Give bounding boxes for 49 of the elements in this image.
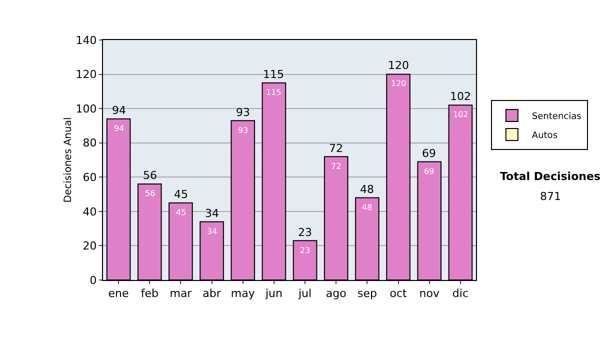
x-tick-label: ene: [108, 287, 130, 300]
text: Total Decisiones: [500, 170, 600, 183]
x-tick-label: sep: [357, 287, 377, 300]
x-tick-label: dic: [452, 287, 469, 300]
y-tick-label: 80: [82, 136, 97, 150]
x-tick-label: mar: [170, 287, 192, 300]
text: 871: [540, 190, 561, 203]
data-label: 34: [207, 227, 218, 236]
annotation: 56: [143, 169, 157, 182]
annotation: 72: [329, 142, 343, 155]
x-tick-label: feb: [140, 287, 158, 300]
data-label: 102: [453, 110, 468, 119]
y-tick-label: 140: [76, 34, 97, 47]
x-tick-label: jul: [297, 287, 312, 300]
annotation: 94: [112, 104, 126, 117]
annotation: 120: [388, 59, 409, 72]
y-tick-label: 60: [82, 170, 97, 184]
y-tick-label: 20: [82, 240, 97, 253]
data-label: 23: [300, 246, 310, 255]
annotation: 48: [360, 183, 374, 196]
y-tick-label: 0: [90, 274, 97, 287]
data-label: 94: [114, 124, 124, 133]
annotation: 115: [263, 68, 284, 81]
y-tick-label: 120: [76, 68, 97, 82]
data-label: 56: [145, 189, 156, 198]
x-tick-label: jun: [264, 287, 282, 300]
legend-label: Sentencias: [532, 112, 582, 122]
annotation: 45: [174, 188, 188, 201]
annotation: 69: [422, 147, 436, 160]
y-tick-label: 40: [82, 205, 97, 218]
data-label: 69: [424, 167, 434, 176]
x-tick-label: oct: [390, 287, 408, 300]
data-label: 115: [266, 88, 282, 97]
data-label: 48: [362, 203, 372, 212]
annotation: 23: [298, 226, 312, 239]
data-label: 72: [331, 162, 342, 171]
annotation: 102: [450, 90, 471, 103]
data-label: 120: [391, 79, 406, 88]
data-label: 93: [238, 126, 248, 135]
annotation: 34: [205, 207, 219, 220]
x-tick-label: may: [230, 287, 256, 300]
x-tick-label: abr: [202, 287, 222, 300]
legend-label: Autos: [532, 131, 558, 142]
x-tick-label: ago: [326, 287, 347, 300]
y-axis-title: Decisiones Anual: [62, 117, 74, 203]
x-tick-label: nov: [419, 287, 440, 300]
y-tick-label: 100: [76, 102, 97, 116]
data-label: 45: [176, 208, 186, 217]
annotation: 93: [236, 106, 250, 119]
